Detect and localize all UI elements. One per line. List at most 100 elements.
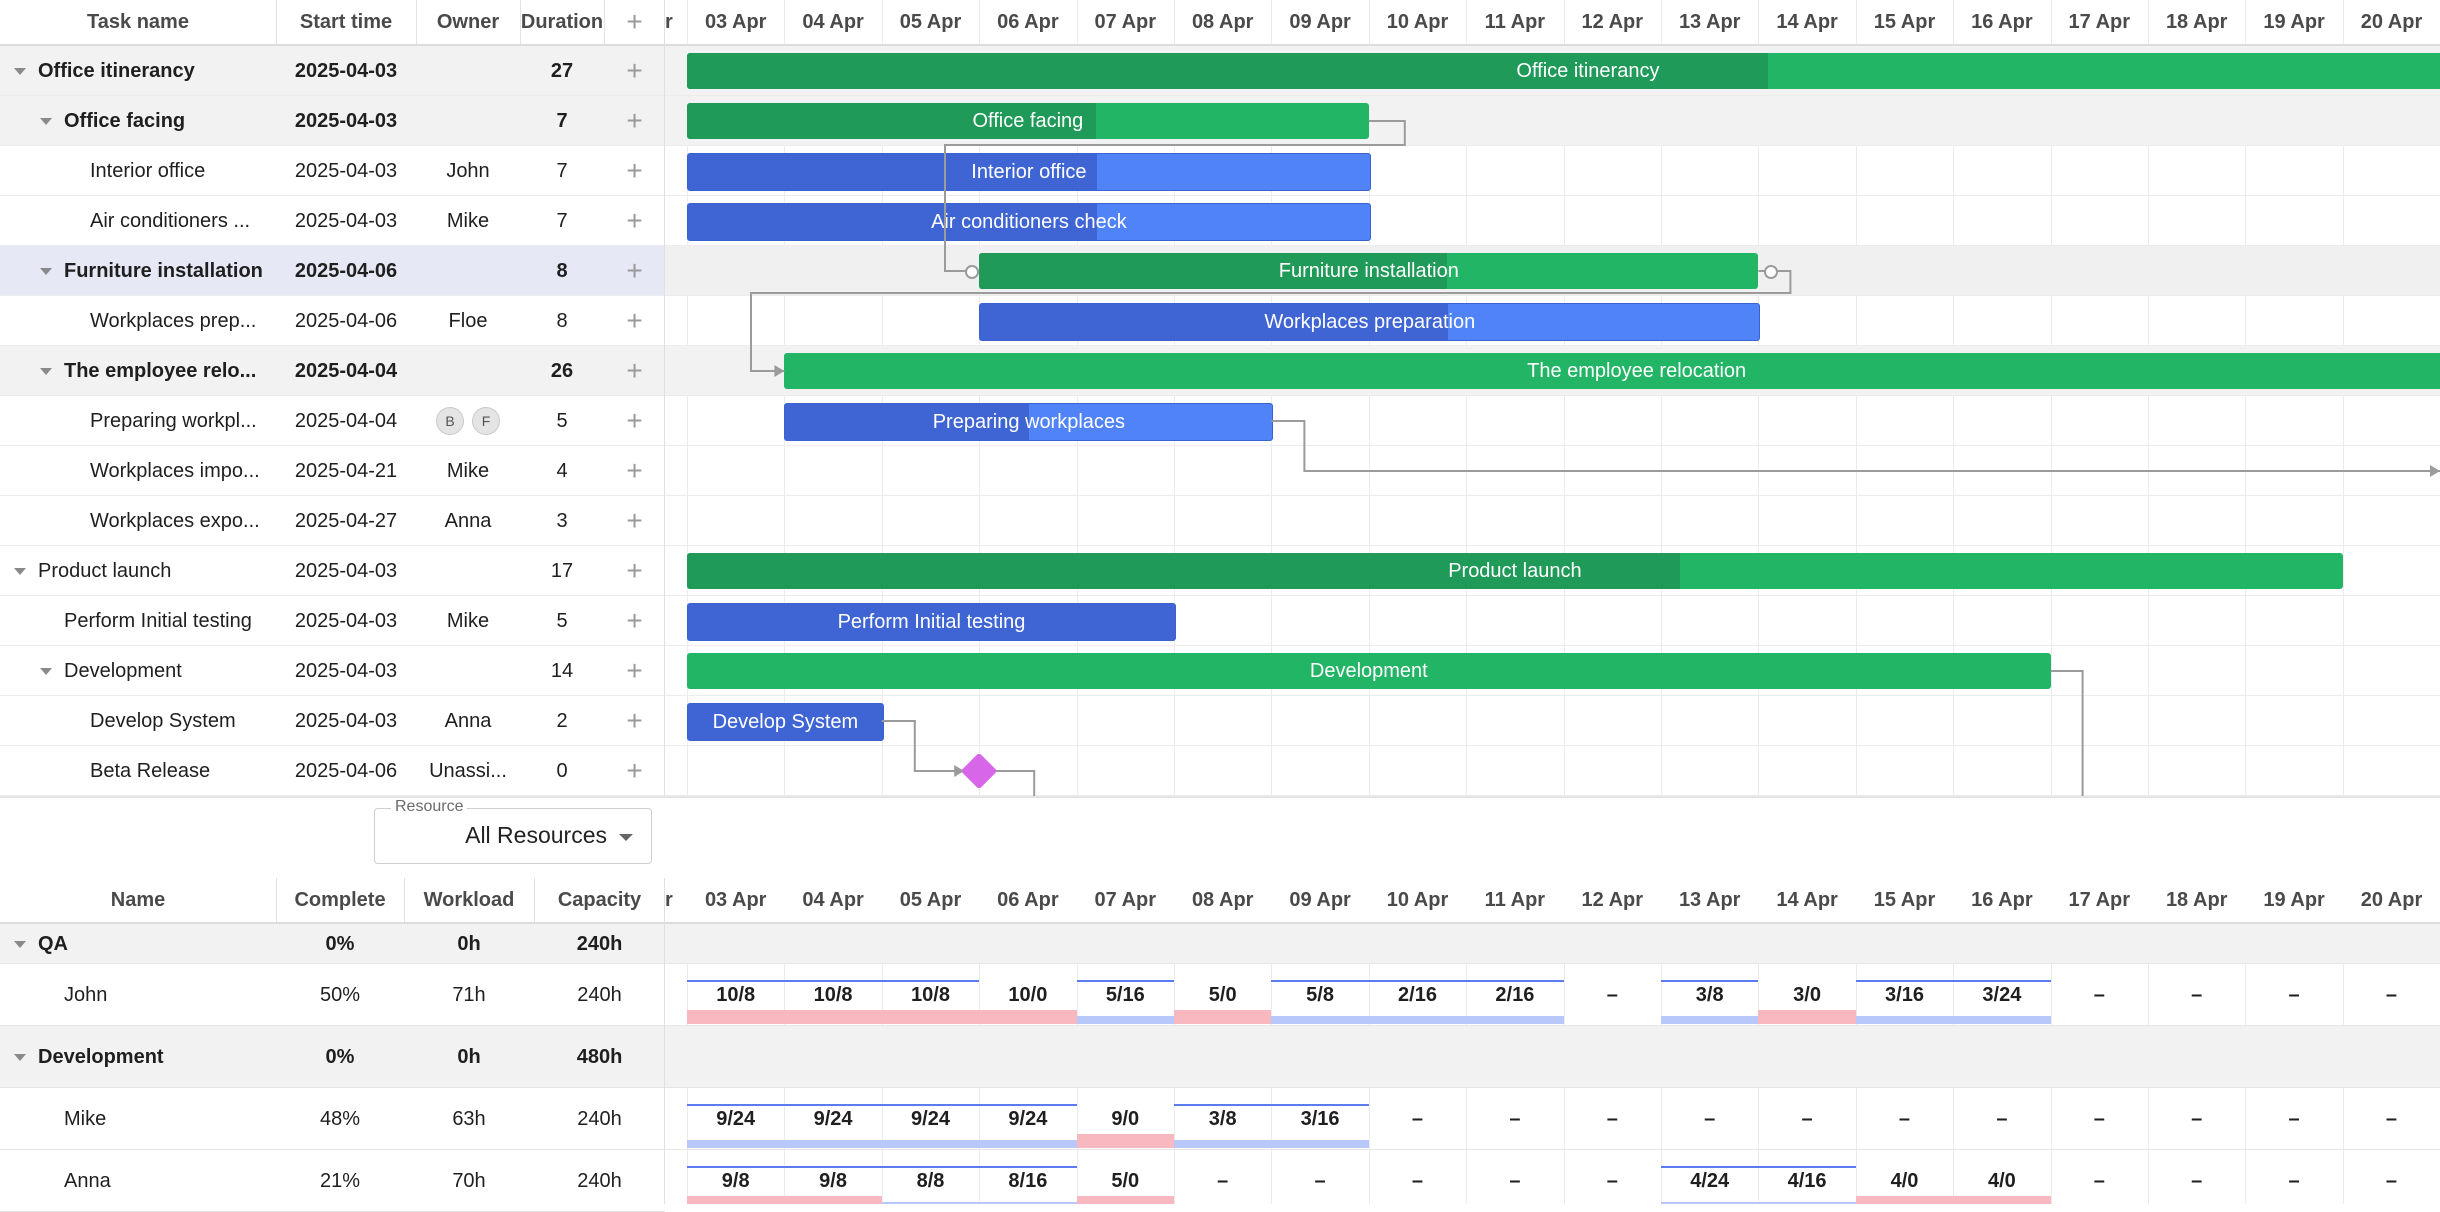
project-bar[interactable]: Development <box>687 653 2051 689</box>
resource-select[interactable]: Resource All Resources <box>374 798 652 864</box>
task-row[interactable]: Development 2025-04-03 14 + <box>0 646 665 696</box>
workload-cell[interactable]: 5/16 <box>1105 983 1145 1006</box>
task-row[interactable]: Perform Initial testing 2025-04-03 Mike 5 + <box>0 596 665 646</box>
task-bar[interactable]: Air conditioners check <box>687 203 1371 241</box>
collapse-toggle-icon[interactable] <box>14 940 26 948</box>
workload-cell[interactable]: 10/8 <box>813 983 853 1006</box>
workload-cell[interactable]: – <box>2288 1107 2300 1130</box>
workload-cell[interactable]: 4/16 <box>1787 1169 1827 1192</box>
add-subtask-button[interactable]: + <box>626 605 643 636</box>
task-row[interactable]: Beta Release 2025-04-06 Unassi... 0 + <box>0 746 665 796</box>
add-subtask-button[interactable]: + <box>626 55 643 86</box>
link-handle[interactable] <box>1764 265 1779 279</box>
resource-row[interactable]: Mike 48% 63h 240h <box>0 1088 665 1150</box>
workload-cell[interactable]: – <box>1704 1107 1716 1130</box>
collapse-toggle-icon[interactable] <box>40 117 52 125</box>
resource-group-row[interactable]: QA 0% 0h 240h <box>0 924 665 964</box>
workload-cell[interactable]: – <box>2288 983 2300 1006</box>
add-subtask-button[interactable]: + <box>626 355 643 386</box>
workload-cell[interactable]: 3/8 <box>1208 1107 1237 1130</box>
workload-cell[interactable]: 2/16 <box>1495 983 1535 1006</box>
workload-cell[interactable]: 2/16 <box>1398 983 1437 1006</box>
add-subtask-button[interactable]: + <box>626 155 643 186</box>
add-subtask-button[interactable]: + <box>626 555 643 586</box>
collapse-toggle-icon[interactable] <box>14 67 26 75</box>
workload-cell[interactable]: – <box>2385 1107 2398 1130</box>
task-row[interactable]: The employee relo... 2025-04-04 26 + <box>0 346 665 396</box>
task-bar[interactable]: Develop System <box>687 703 884 741</box>
add-subtask-button[interactable]: + <box>626 455 643 486</box>
add-subtask-button[interactable]: + <box>626 705 643 736</box>
workload-cell[interactable]: 9/24 <box>911 1107 950 1130</box>
link-beta-outgoing[interactable] <box>994 770 1036 796</box>
task-row[interactable]: Workplaces expo... 2025-04-27 Anna 3 + <box>0 496 665 546</box>
resource-group-row[interactable]: Development 0% 0h 480h <box>0 1026 665 1088</box>
add-subtask-button[interactable]: + <box>626 755 643 786</box>
task-row[interactable]: Office facing 2025-04-03 7 + <box>0 96 665 146</box>
workload-cell[interactable]: 3/16 <box>1300 1107 1340 1130</box>
collapse-toggle-icon[interactable] <box>40 367 52 375</box>
link-furniture-to-relocation[interactable] <box>750 270 1792 372</box>
workload-cell[interactable]: 5/8 <box>1306 983 1334 1006</box>
add-subtask-button[interactable]: + <box>626 105 643 136</box>
link-handle[interactable] <box>965 265 980 279</box>
workload-cell[interactable]: 9/24 <box>716 1107 756 1130</box>
collapse-toggle-icon[interactable] <box>40 267 52 275</box>
workload-cell[interactable]: – <box>2093 1107 2105 1130</box>
collapse-toggle-icon[interactable] <box>14 567 26 575</box>
workload-cell[interactable]: – <box>1411 1107 1424 1130</box>
workload-cell[interactable]: – <box>1509 1107 1521 1130</box>
link-office-facing-to-furniture[interactable] <box>944 120 1406 272</box>
task-row[interactable]: Product launch 2025-04-03 17 + <box>0 546 665 596</box>
collapse-toggle-icon[interactable] <box>14 1053 26 1061</box>
workload-cell[interactable]: – <box>1606 1169 1618 1192</box>
workload-cell[interactable]: – <box>2191 1169 2203 1192</box>
task-row[interactable]: Workplaces prep... 2025-04-06 Floe 8 + <box>0 296 665 346</box>
workload-cell[interactable]: – <box>1217 1169 1229 1192</box>
add-subtask-button[interactable]: + <box>626 205 643 236</box>
workload-cell[interactable]: 9/8 <box>721 1169 750 1192</box>
workload-cell[interactable]: 8/8 <box>916 1169 945 1192</box>
link-preparing-to-import[interactable] <box>1271 420 2440 472</box>
add-subtask-button[interactable]: + <box>626 655 643 686</box>
workload-cell[interactable]: – <box>2191 1107 2203 1130</box>
task-bar[interactable]: Interior office <box>687 153 1371 191</box>
workload-cell[interactable]: 10/8 <box>911 983 950 1006</box>
workload-cell[interactable]: – <box>2093 1169 2105 1192</box>
workload-cell[interactable]: – <box>1411 1169 1424 1192</box>
workload-cell[interactable]: – <box>1606 1107 1618 1130</box>
task-bar[interactable]: Workplaces preparation <box>979 303 1761 341</box>
task-row[interactable]: Furniture installation 2025-04-06 8 + <box>0 246 665 296</box>
project-bar[interactable]: The employee relocation <box>784 353 2440 389</box>
task-row[interactable]: Preparing workpl... 2025-04-04 B F 5 + <box>0 396 665 446</box>
workload-cell[interactable]: 3/8 <box>1695 983 1724 1006</box>
task-row[interactable]: Workplaces impo... 2025-04-21 Mike 4 + <box>0 446 665 496</box>
workload-cell[interactable]: – <box>1606 983 1618 1006</box>
workload-cell[interactable]: 9/8 <box>819 1169 847 1192</box>
task-row[interactable]: Air conditioners ... 2025-04-03 Mike 7 + <box>0 196 665 246</box>
link-develop-to-beta[interactable] <box>881 720 965 772</box>
collapse-toggle-icon[interactable] <box>40 667 52 675</box>
workload-cell[interactable]: 8/16 <box>1008 1169 1048 1192</box>
resource-row[interactable]: John 50% 71h 240h <box>0 964 665 1026</box>
workload-cell[interactable]: 3/0 <box>1793 983 1821 1006</box>
workload-cell[interactable]: – <box>2385 1169 2398 1192</box>
task-row[interactable]: Interior office 2025-04-03 John 7 + <box>0 146 665 196</box>
workload-cell[interactable]: 10/8 <box>716 983 756 1006</box>
add-subtask-button[interactable]: + <box>626 305 643 336</box>
workload-cell[interactable]: – <box>1801 1107 1813 1130</box>
workload-cell[interactable]: – <box>1996 1107 2008 1130</box>
column-header-add[interactable]: + <box>626 6 643 37</box>
project-bar[interactable]: Furniture installation <box>979 253 1759 289</box>
workload-cell[interactable]: – <box>2093 983 2105 1006</box>
workload-cell[interactable]: 3/24 <box>1982 983 2022 1006</box>
workload-cell[interactable]: 4/24 <box>1690 1169 1730 1192</box>
task-bar[interactable]: Perform Initial testing <box>687 603 1176 641</box>
resource-row[interactable]: Anna 21% 70h 240h <box>0 1150 665 1212</box>
add-subtask-button[interactable]: + <box>626 405 643 436</box>
workload-cell[interactable]: 9/24 <box>1008 1107 1048 1130</box>
task-row[interactable]: Office itinerancy 2025-04-03 27 + <box>0 46 665 96</box>
workload-cell[interactable]: 5/0 <box>1208 983 1237 1006</box>
workload-cell[interactable]: 9/0 <box>1111 1107 1140 1130</box>
workload-cell[interactable]: – <box>2288 1169 2300 1192</box>
